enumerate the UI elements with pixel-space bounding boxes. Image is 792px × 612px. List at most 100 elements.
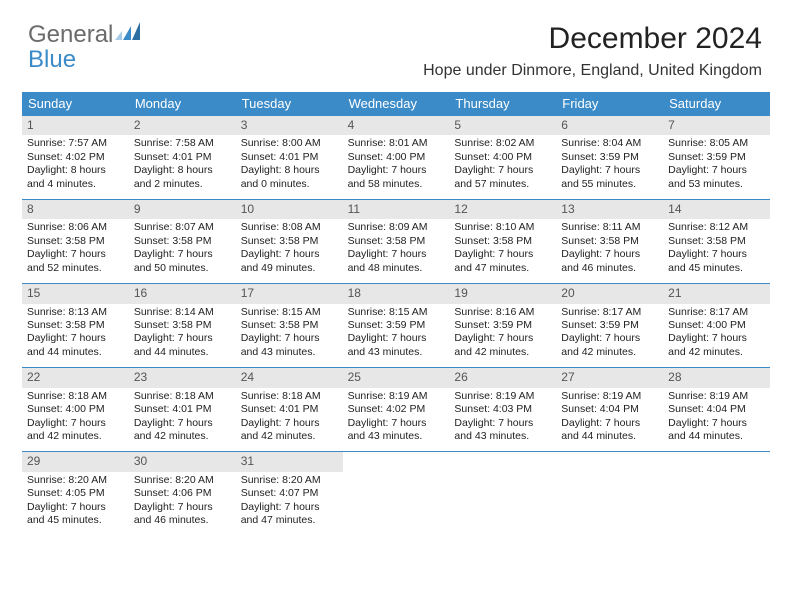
day-info-line: Sunrise: 8:13 AM [27,306,124,319]
day-info-line: Sunset: 4:06 PM [134,487,231,500]
week-row: 29 Sunrise: 8:20 AM Sunset: 4:05 PM Dayligh… [22,452,770,535]
day-number: 18 [343,284,450,303]
day-number: 17 [236,284,343,303]
weeks-container: 1Sunrise: 7:57 AMSunset: 4:02 PMDaylight… [22,116,770,536]
day-cell: 29Sunrise: 8:20 AMSunset: 4:05 PMDayligh… [22,452,129,529]
day-info-line: Sunset: 4:01 PM [134,151,231,164]
day-info-line: and 42 minutes. [668,346,765,359]
day-info-line: Sunset: 3:58 PM [134,319,231,332]
day-info-line: Sunrise: 8:17 AM [668,306,765,319]
day-cell: 16Sunrise: 8:14 AMSunset: 3:58 PMDayligh… [129,284,236,361]
day-info-line: Daylight: 7 hours [241,417,338,430]
day-info-line: Sunset: 4:07 PM [241,487,338,500]
day-info-line: Sunset: 3:58 PM [561,235,658,248]
day-info-line: and 53 minutes. [668,178,765,191]
day-info-line: Sunrise: 8:14 AM [134,306,231,319]
day-number: 8 [22,200,129,219]
day-number: 2 [129,116,236,135]
day-info-line: and 44 minutes. [27,346,124,359]
day-info-line: Daylight: 7 hours [561,332,658,345]
day-info-line: Sunset: 4:05 PM [27,487,124,500]
day-info-line: and 42 minutes. [241,430,338,443]
day-number: 11 [343,200,450,219]
day-cell: 18Sunrise: 8:15 AMSunset: 3:59 PMDayligh… [343,284,450,361]
day-info-line: Daylight: 7 hours [348,332,445,345]
day-info-line: Daylight: 7 hours [134,332,231,345]
day-cell: 22Sunrise: 8:18 AMSunset: 4:00 PMDayligh… [22,368,129,445]
day-info-line: Sunset: 4:04 PM [668,403,765,416]
day-number: 4 [343,116,450,135]
day-info-line: Sunrise: 8:18 AM [27,390,124,403]
day-info-line: and 46 minutes. [561,262,658,275]
day-cell: 5Sunrise: 8:02 AMSunset: 4:00 PMDaylight… [449,116,556,193]
day-cell: 17Sunrise: 8:15 AMSunset: 3:58 PMDayligh… [236,284,343,361]
weekday-header: Saturday [663,92,770,116]
day-info-line: and 43 minutes. [348,430,445,443]
day-cell: 9Sunrise: 8:07 AMSunset: 3:58 PMDaylight… [129,200,236,277]
day-info-line: and 0 minutes. [241,178,338,191]
day-info-line: Daylight: 8 hours [27,164,124,177]
day-number: 21 [663,284,770,303]
day-info-line: Sunrise: 8:06 AM [27,221,124,234]
day-info-line: Sunset: 4:01 PM [241,151,338,164]
day-info-line: and 49 minutes. [241,262,338,275]
day-info-line: Sunset: 4:01 PM [134,403,231,416]
day-number: 10 [236,200,343,219]
day-info-line: Daylight: 7 hours [668,417,765,430]
week-row: 15Sunrise: 8:13 AMSunset: 3:58 PMDayligh… [22,284,770,368]
day-info-line: and 46 minutes. [134,514,231,527]
day-number: 3 [236,116,343,135]
day-info-line: Sunrise: 8:16 AM [454,306,551,319]
day-info-line: Sunset: 3:58 PM [454,235,551,248]
day-number: 1 [22,116,129,135]
day-info-line: Daylight: 7 hours [27,417,124,430]
day-info-line: Sunset: 4:01 PM [241,403,338,416]
day-info-line: Sunrise: 8:01 AM [348,137,445,150]
day-info-line: Sunrise: 8:09 AM [348,221,445,234]
day-number: 30 [129,452,236,471]
day-info-line: Sunset: 4:02 PM [27,151,124,164]
day-info-line: Sunset: 3:58 PM [27,235,124,248]
day-info-line: Daylight: 7 hours [134,501,231,514]
day-info-line: Daylight: 7 hours [668,248,765,261]
day-info-line: Daylight: 7 hours [241,332,338,345]
day-number: 28 [663,368,770,387]
day-info-line: Sunrise: 8:11 AM [561,221,658,234]
day-info-line: and 42 minutes. [561,346,658,359]
day-info-line: and 58 minutes. [348,178,445,191]
day-info-line: Daylight: 8 hours [134,164,231,177]
day-number: 15 [22,284,129,303]
day-info-line: Sunset: 4:00 PM [454,151,551,164]
day-info-line: Sunrise: 7:58 AM [134,137,231,150]
day-info-line: and 48 minutes. [348,262,445,275]
location-subtitle: Hope under Dinmore, England, United King… [423,62,762,80]
day-info-line: and 52 minutes. [27,262,124,275]
day-cell: 23Sunrise: 8:18 AMSunset: 4:01 PMDayligh… [129,368,236,445]
day-info-line: and 43 minutes. [348,346,445,359]
day-cell: 2 Sunrise: 7:58 AMSunset: 4:01 PMDaylight… [129,116,236,193]
weekday-header: Monday [129,92,236,116]
weekday-header: Thursday [449,92,556,116]
day-cell: . [343,452,450,529]
day-info-line: Sunrise: 8:02 AM [454,137,551,150]
day-number: 25 [343,368,450,387]
day-info-line: Sunrise: 8:10 AM [454,221,551,234]
day-info-line: Daylight: 7 hours [561,417,658,430]
day-number: 29 [22,452,129,471]
week-row: 1Sunrise: 7:57 AMSunset: 4:02 PMDaylight… [22,116,770,200]
day-info-line: Sunrise: 8:20 AM [241,474,338,487]
day-number: 26 [449,368,556,387]
day-cell: 20Sunrise: 8:17 AMSunset: 3:59 PMDayligh… [556,284,663,361]
day-info-line: Daylight: 7 hours [134,417,231,430]
day-info-line: Daylight: 7 hours [27,332,124,345]
day-number: 9 [129,200,236,219]
day-number: 24 [236,368,343,387]
day-info-line: and 47 minutes. [454,262,551,275]
day-info-line: Sunset: 3:58 PM [27,319,124,332]
day-info-line: Daylight: 7 hours [348,164,445,177]
day-cell: 24Sunrise: 8:18 AMSunset: 4:01 PMDayligh… [236,368,343,445]
brand-logo: General Blue [28,22,141,72]
weekday-header-row: Sunday Monday Tuesday Wednesday Thursday… [22,92,770,116]
day-number: 14 [663,200,770,219]
page-title: December 2024 [549,22,762,56]
